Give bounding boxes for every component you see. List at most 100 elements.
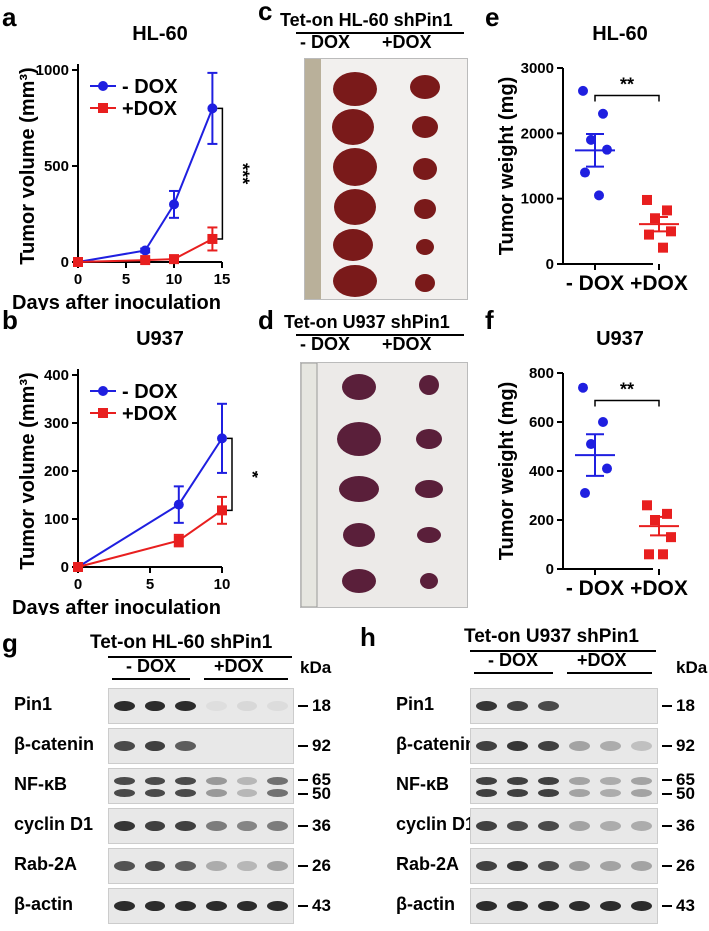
blot-label: β-actin [14,894,73,914]
panel-label-h: h [360,622,376,652]
blot-band [206,861,227,871]
tumor-photo-d [300,362,468,608]
kda-marker: 43 [312,896,331,915]
legend-marker [98,103,108,113]
chart-b-tumor-volume-u937: U937 0 100 200 300 400 0 5 10 Days after inoculat… [12,328,258,615]
data-point [650,213,660,224]
blot-band [600,861,621,871]
blot-label: Rab-2A [14,854,78,874]
panel-label-f: f [485,305,494,335]
blot-band [569,777,590,785]
data-point [140,245,151,256]
blot-band [600,741,621,751]
marker-tick [298,705,308,707]
y-tick-label: 1000 [521,191,554,208]
significance-bracket [594,94,660,102]
chart-a-tumor-volume-hl60: HL-60 0 500 1000 0 5 10 15 Days after inoculatio… [12,23,252,310]
blot-band [507,741,528,751]
y-tick-label: 400 [44,367,69,384]
x-tick-label: 5 [146,576,154,593]
blot-band [507,789,528,797]
blot-band [631,901,652,911]
blot-band [569,901,590,911]
blot-strip [108,768,294,804]
blot-label: β-catenin [14,734,94,754]
data-point [642,194,652,205]
blot-band [507,777,528,785]
blot-band [507,701,528,711]
blot-band [114,861,135,871]
blot-strip [470,768,658,804]
blot-band [538,861,559,871]
significance-marker: ** [620,379,634,399]
blot-band [569,861,590,871]
data-point [586,439,596,450]
y-tick-label: 200 [44,463,69,480]
y-axis-label: Tumor volume (mm³) [17,67,39,264]
photo-c-group-minus: - DOX [300,32,351,52]
blot-band [507,821,528,831]
panel-label-e: e [485,2,500,32]
title-underline [470,650,656,652]
blot-band [600,821,621,831]
x-tick-label: 15 [214,271,231,288]
legend-label: - DOX [122,381,178,403]
group-underline [112,678,190,680]
marker-tick [298,745,308,747]
x-tick-label: 10 [166,271,183,288]
kda-marker: 92 [676,736,695,755]
blot-band [175,741,196,751]
blot-band [267,901,288,911]
group-underline [474,672,553,674]
blot-strip [470,688,658,724]
marker-tick [662,779,672,781]
blot-strip [470,888,658,924]
blot-band [144,861,166,871]
blot-title: Tet-on U937 shPin1 [464,626,639,647]
blot-band [476,821,497,831]
y-tick-label: 400 [529,463,554,480]
x-tick-label: 0 [74,271,82,288]
blot-band [476,901,497,911]
significance-marker: ** [620,74,634,94]
significance-marker: * [242,471,258,478]
blot-band [144,789,166,797]
chart-e-tumor-weight-hl60: HL-60 0 1000 2000 3000 - DOX +DOX Tumor weight … [496,23,688,295]
blot-band [267,777,288,785]
kda-marker: 43 [676,896,695,915]
y-tick-label: 600 [529,414,554,431]
group-label-minus: - DOX [126,656,177,676]
blot-band [267,789,288,797]
chart-title: HL-60 [592,23,648,45]
blot-strip [108,848,294,884]
series-line-1 [77,238,213,263]
blot-band [236,821,258,831]
kda-marker: 26 [312,856,331,875]
data-point [658,242,668,253]
series-line-0 [77,108,214,263]
chart-title: HL-60 [132,23,188,45]
legend-marker [98,386,108,396]
y-tick-label: 800 [529,365,554,382]
blot-band [114,901,135,911]
blot-strip [470,848,658,884]
group-underline [204,678,288,680]
blot-band [206,777,227,785]
blot-band [507,861,528,871]
photo-c-group-plus: +DOX [382,32,432,52]
x-axis-label: Days after inoculation [12,597,221,615]
legend-marker [98,408,108,418]
legend-label: - DOX [122,76,178,98]
kda-marker: 36 [312,816,331,835]
blot-band [236,777,258,785]
marker-tick [662,705,672,707]
group-label-plus: +DOX [577,650,627,670]
blot-strip [108,888,294,924]
significance-bracket [594,399,660,407]
data-point [662,508,672,519]
panel-label-a: a [2,2,17,32]
data-point [578,382,588,393]
data-point [666,226,676,237]
blot-band [175,821,196,831]
y-tick-label: 0 [61,254,69,271]
